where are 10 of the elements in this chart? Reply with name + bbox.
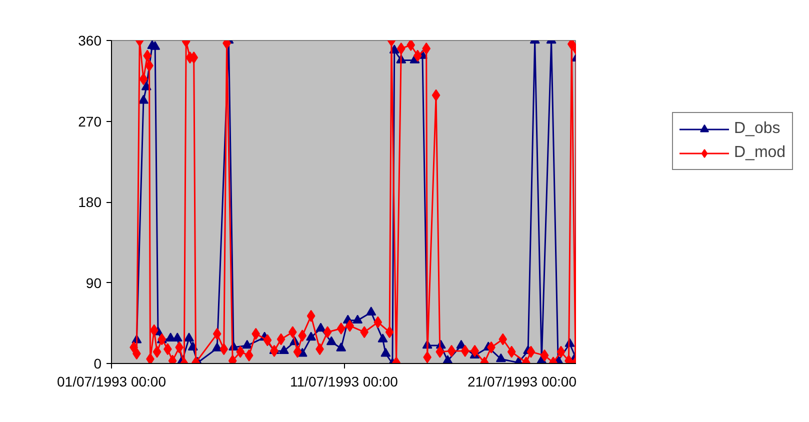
y-tick-label: 360 bbox=[78, 32, 102, 48]
legend-label: D_mod bbox=[734, 144, 786, 162]
y-tick-label: 90 bbox=[86, 274, 102, 291]
x-tick-label: 11/07/1993 00:00 bbox=[290, 374, 398, 390]
legend-label: D_obs bbox=[734, 120, 780, 138]
y-tick-label: 270 bbox=[78, 113, 102, 130]
x-tick-label: 21/07/1993 00:00 bbox=[468, 374, 577, 390]
x-tick-label: 01/07/1993 00:00 bbox=[57, 374, 166, 390]
y-tick-label: 0 bbox=[94, 356, 102, 372]
y-tick-label: 180 bbox=[78, 194, 102, 210]
